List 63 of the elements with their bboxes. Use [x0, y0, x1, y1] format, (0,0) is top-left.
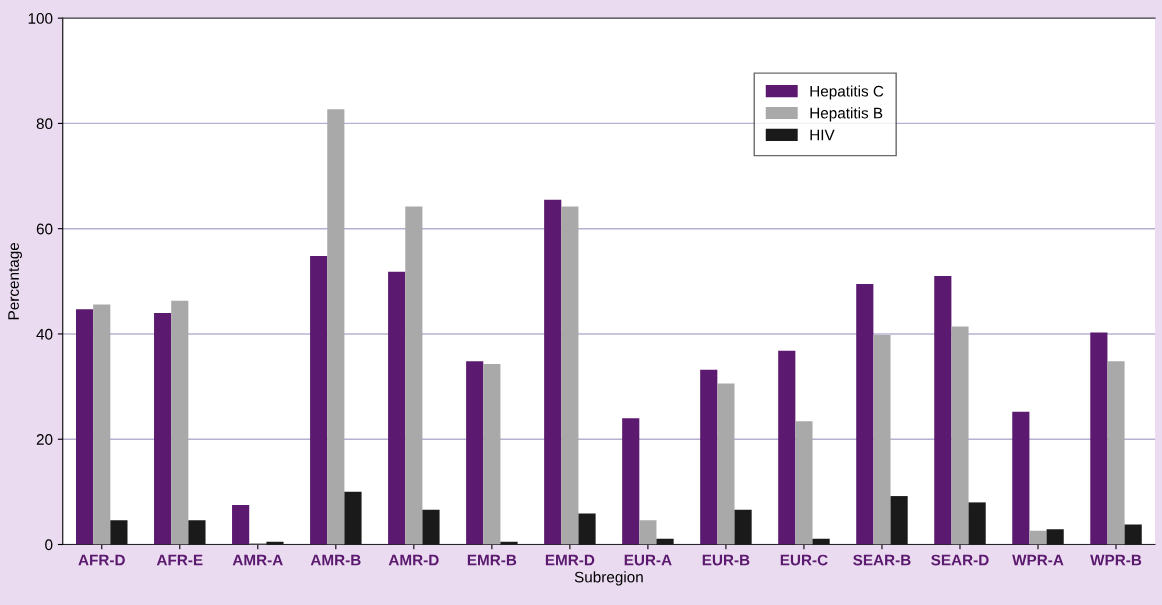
bar — [951, 326, 969, 545]
bar — [466, 361, 484, 545]
bar — [873, 335, 891, 545]
bar — [795, 421, 813, 545]
bar — [890, 496, 908, 545]
bar — [578, 513, 596, 545]
x-tick-label: SEAR-B — [853, 554, 911, 566]
bar — [310, 256, 328, 545]
bar — [700, 369, 718, 545]
bar — [1124, 524, 1142, 545]
legend-label: Hepatitis C — [810, 85, 884, 100]
bar — [76, 309, 94, 545]
bar — [232, 505, 250, 545]
x-tick-label: AMR-B — [310, 554, 361, 566]
bar — [188, 520, 206, 545]
bar — [171, 300, 189, 545]
x-tick-label: AMR-D — [388, 554, 439, 566]
x-tick-label: EMR-D — [545, 554, 595, 566]
y-tick-label: 20 — [36, 434, 53, 445]
bar — [1046, 529, 1064, 545]
y-axis-title: Percentage — [8, 242, 22, 320]
x-axis-title: Subregion — [574, 571, 643, 586]
bar — [856, 283, 874, 545]
bar — [1029, 530, 1047, 545]
x-tick-label: EUR-C — [780, 554, 828, 566]
bar — [344, 491, 362, 545]
bar — [717, 383, 735, 545]
bar — [405, 206, 423, 545]
bar — [483, 363, 501, 545]
bar — [734, 509, 752, 545]
y-tick-label: 40 — [36, 328, 53, 340]
y-tick-label: 0 — [45, 539, 53, 551]
y-tick-label: 100 — [28, 13, 53, 24]
y-tick-label: 60 — [36, 223, 53, 235]
bar — [622, 418, 640, 545]
x-tick-label: WPR-A — [1012, 554, 1064, 566]
bar — [327, 109, 345, 545]
y-tick-label: 80 — [36, 118, 53, 130]
bar — [968, 502, 986, 545]
legend-label: Hepatitis B — [810, 107, 883, 122]
bar — [93, 304, 111, 545]
bar — [544, 199, 562, 545]
bar — [778, 350, 796, 545]
x-tick-label: AFR-E — [156, 554, 203, 566]
bar — [1107, 361, 1125, 545]
bar — [639, 520, 657, 545]
bar — [110, 520, 128, 545]
legend-label: HIV — [810, 129, 835, 141]
bar — [388, 271, 406, 545]
bar — [422, 509, 440, 545]
x-tick-label: EMR-B — [467, 554, 517, 566]
x-tick-label: EUR-A — [624, 554, 672, 566]
x-tick-label: SEAR-D — [931, 554, 989, 566]
x-tick-label: AFR-D — [78, 554, 125, 566]
x-tick-label: WPR-B — [1090, 554, 1142, 566]
bar — [1090, 332, 1108, 545]
bar — [154, 312, 172, 545]
x-tick-label: EUR-B — [702, 554, 750, 566]
bar — [656, 538, 674, 545]
x-tick-label: AMR-A — [232, 554, 283, 566]
bar — [561, 206, 579, 545]
bar — [1012, 411, 1030, 545]
bar — [934, 276, 952, 545]
